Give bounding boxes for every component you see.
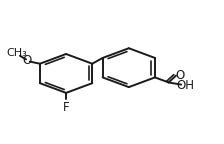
Text: O: O [22, 54, 31, 67]
Text: CH₃: CH₃ [7, 48, 27, 58]
Text: F: F [63, 101, 69, 114]
Text: OH: OH [177, 79, 195, 92]
Text: O: O [175, 69, 184, 82]
